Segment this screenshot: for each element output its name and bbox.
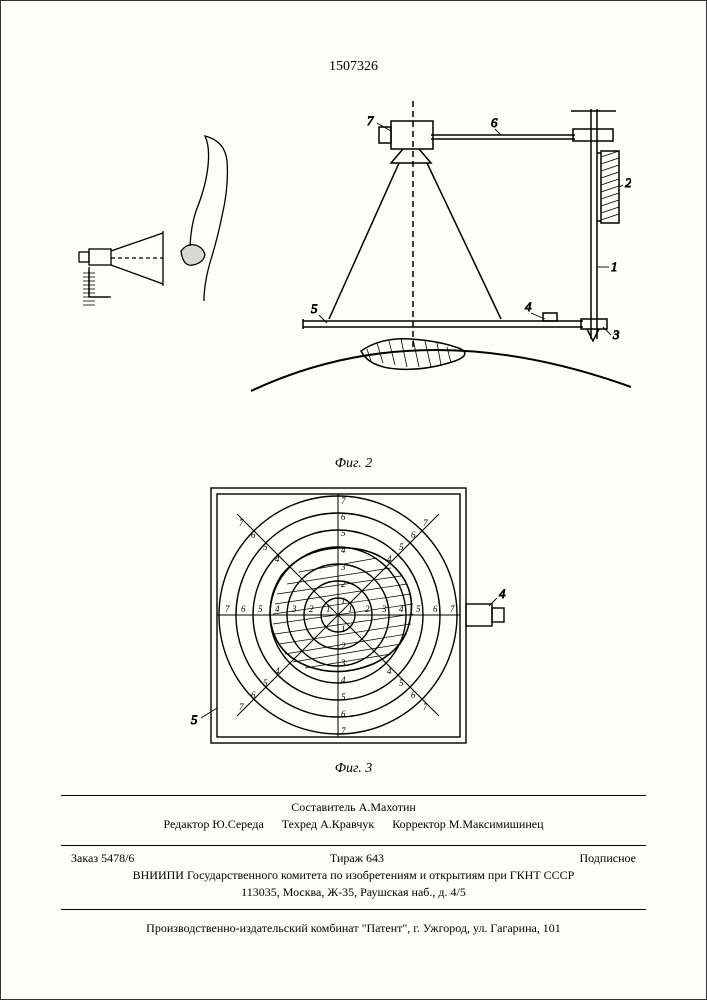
label-1: 1 xyxy=(611,259,618,274)
svg-text:1: 1 xyxy=(341,596,346,606)
figure-1: 7 6 2 1 3 4 5 xyxy=(71,91,631,401)
fig3-label-4: 4 xyxy=(499,586,506,601)
patent-number: 1507326 xyxy=(329,59,378,75)
print-run: 643 xyxy=(366,851,384,865)
label-3: 3 xyxy=(612,327,620,342)
svg-text:4: 4 xyxy=(387,554,392,564)
page: 1507326 xyxy=(0,0,707,1000)
svg-text:4: 4 xyxy=(399,604,404,614)
svg-text:4: 4 xyxy=(341,545,346,555)
figure-3: 765 4321 123 4567 765 4321 123 4567 6565… xyxy=(181,476,521,761)
svg-text:5: 5 xyxy=(263,678,268,688)
svg-text:1: 1 xyxy=(341,624,346,634)
institute-line-1: ВНИИПИ Государственного комитета по изоб… xyxy=(1,867,706,884)
svg-text:4: 4 xyxy=(275,666,280,676)
tech-name: А.Кравчук xyxy=(320,817,374,831)
svg-text:1: 1 xyxy=(348,604,353,614)
svg-text:5: 5 xyxy=(258,604,263,614)
svg-text:7: 7 xyxy=(450,604,455,614)
separator-line xyxy=(61,795,646,796)
svg-text:3: 3 xyxy=(381,604,387,614)
svg-text:5: 5 xyxy=(341,528,346,538)
svg-text:4: 4 xyxy=(275,604,280,614)
svg-text:3: 3 xyxy=(340,658,346,668)
publisher-line: Производственно-издательский комбинат "П… xyxy=(1,921,706,936)
svg-text:2: 2 xyxy=(341,641,346,651)
svg-text:2: 2 xyxy=(309,604,314,614)
corrector-name: М.Максимишинец xyxy=(449,817,544,831)
svg-text:5: 5 xyxy=(416,604,421,614)
svg-text:7: 7 xyxy=(423,702,428,712)
compiler-label: Составитель xyxy=(291,800,355,814)
order-number: 5478/6 xyxy=(101,851,134,865)
svg-text:7: 7 xyxy=(341,726,346,736)
label-5: 5 xyxy=(311,301,318,316)
svg-text:3: 3 xyxy=(340,562,346,572)
fig3-label-5: 5 xyxy=(191,712,198,727)
svg-text:5: 5 xyxy=(399,678,404,688)
editor-label: Редактор xyxy=(164,817,210,831)
svg-text:7: 7 xyxy=(239,702,244,712)
fig1-inset-icon xyxy=(79,136,227,305)
svg-text:3: 3 xyxy=(291,604,297,614)
credits-block: Составитель А.Махотин Редактор Ю.Середа … xyxy=(1,799,706,833)
editor-name: Ю.Середа xyxy=(212,817,263,831)
svg-text:6: 6 xyxy=(241,604,246,614)
svg-text:4: 4 xyxy=(275,554,280,564)
svg-text:4: 4 xyxy=(387,666,392,676)
institute-block: ВНИИПИ Государственного комитета по изоб… xyxy=(1,867,706,901)
figure-2-caption: Фиг. 2 xyxy=(335,456,373,472)
svg-text:6: 6 xyxy=(251,690,256,700)
svg-text:6: 6 xyxy=(341,512,346,522)
tech-label: Техред xyxy=(282,817,317,831)
svg-text:5: 5 xyxy=(263,542,268,552)
svg-text:5: 5 xyxy=(341,692,346,702)
subscription: Подписное xyxy=(579,851,636,866)
svg-text:7: 7 xyxy=(341,496,346,506)
label-6: 6 xyxy=(491,115,498,130)
svg-text:7: 7 xyxy=(423,518,428,528)
order-label: Заказ xyxy=(71,851,98,865)
fig1-main-icon xyxy=(251,101,631,391)
svg-text:2: 2 xyxy=(365,604,370,614)
label-2: 2 xyxy=(625,175,631,190)
institute-line-2: 113035, Москва, Ж-35, Раушская наб., д. … xyxy=(1,884,706,901)
svg-text:6: 6 xyxy=(411,530,416,540)
svg-text:4: 4 xyxy=(341,675,346,685)
svg-text:6: 6 xyxy=(433,604,438,614)
order-row: Заказ 5478/6 Тираж 643 Подписное xyxy=(71,851,636,866)
label-4: 4 xyxy=(525,299,532,314)
print-label: Тираж xyxy=(330,851,363,865)
label-7: 7 xyxy=(367,113,374,128)
svg-text:6: 6 xyxy=(341,709,346,719)
separator-line-3 xyxy=(61,909,646,910)
figure-3-caption: Фиг. 3 xyxy=(335,761,373,777)
svg-text:7: 7 xyxy=(239,518,244,528)
compiler-name: А.Махотин xyxy=(359,800,416,814)
svg-text:2: 2 xyxy=(341,579,346,589)
svg-text:5: 5 xyxy=(399,542,404,552)
svg-text:1: 1 xyxy=(326,604,331,614)
svg-text:6: 6 xyxy=(251,530,256,540)
corrector-label: Корректор xyxy=(392,817,446,831)
separator-line-2 xyxy=(61,845,646,846)
svg-text:6: 6 xyxy=(411,690,416,700)
svg-text:7: 7 xyxy=(225,604,230,614)
